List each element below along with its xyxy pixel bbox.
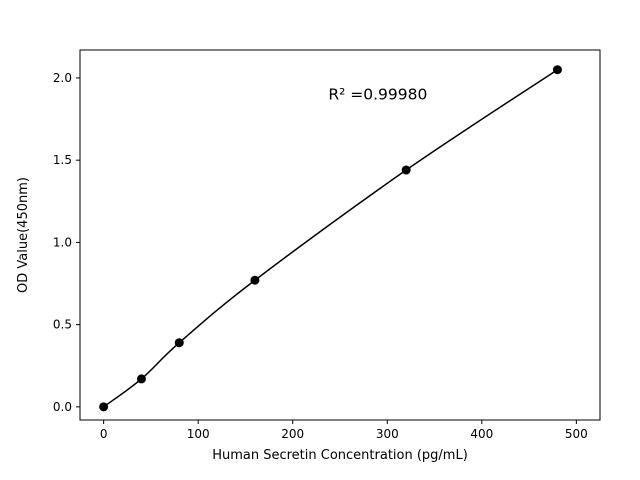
plot-area: 0 100 200 300 400 500 0.0 0.5 1.0 1.5 2.0 [53, 49, 601, 441]
y-tick-label: 0.0 [53, 400, 72, 414]
x-tick-label: 300 [376, 427, 399, 441]
data-point [99, 402, 109, 412]
data-point [552, 65, 562, 75]
data-point [401, 165, 411, 175]
curve-line [103, 69, 558, 408]
y-tick-label: 2.0 [53, 71, 72, 85]
data-point [250, 275, 260, 285]
r-squared-annotation: R² =0.99980 [328, 85, 427, 103]
x-tick-label: 400 [470, 427, 493, 441]
data-point [174, 338, 184, 348]
x-tick-label: 0 [100, 427, 108, 441]
x-tick-label: 200 [281, 427, 304, 441]
x-axis-label: Human Secretin Concentration (pg/mL) [212, 448, 468, 463]
x-tick-label: 500 [565, 427, 588, 441]
y-tick-label: 1.0 [53, 235, 72, 249]
x-tick-label: 100 [187, 427, 210, 441]
y-tick-label: 0.5 [53, 318, 72, 332]
data-point [136, 374, 146, 384]
y-axis-label: OD Value(450nm) [16, 177, 31, 293]
y-tick-label: 1.5 [53, 153, 72, 167]
plot-frame [79, 49, 601, 421]
